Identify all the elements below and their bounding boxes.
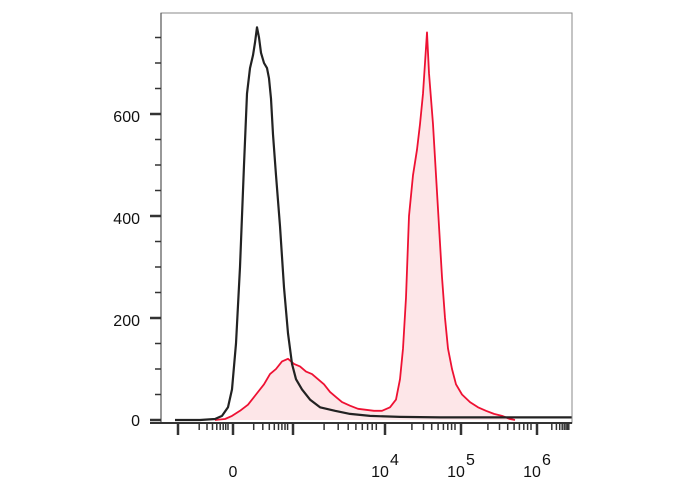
y-tick-label: 200: [113, 313, 140, 330]
y-axis-labels: 0 200 400 600: [113, 109, 140, 430]
stained-series-line: [214, 31, 516, 421]
plot-frame: [160, 12, 573, 424]
stained-series-fill: [215, 32, 515, 421]
y-tick-label: 400: [113, 211, 140, 228]
x-axis-ticks: [176, 423, 570, 435]
x-tick-label: 104: [371, 452, 399, 481]
y-tick-label: 600: [113, 109, 140, 126]
x-tick-label: 105: [447, 452, 475, 481]
plot-area: [175, 26, 572, 422]
y-axis-ticks: [150, 36, 161, 422]
control-series-line: [175, 26, 572, 422]
x-tick-label: 106: [523, 452, 551, 481]
x-tick-label: 0: [229, 464, 238, 481]
y-tick-label: 0: [131, 413, 140, 430]
x-axis-labels: 0 104 105 106: [229, 452, 551, 481]
